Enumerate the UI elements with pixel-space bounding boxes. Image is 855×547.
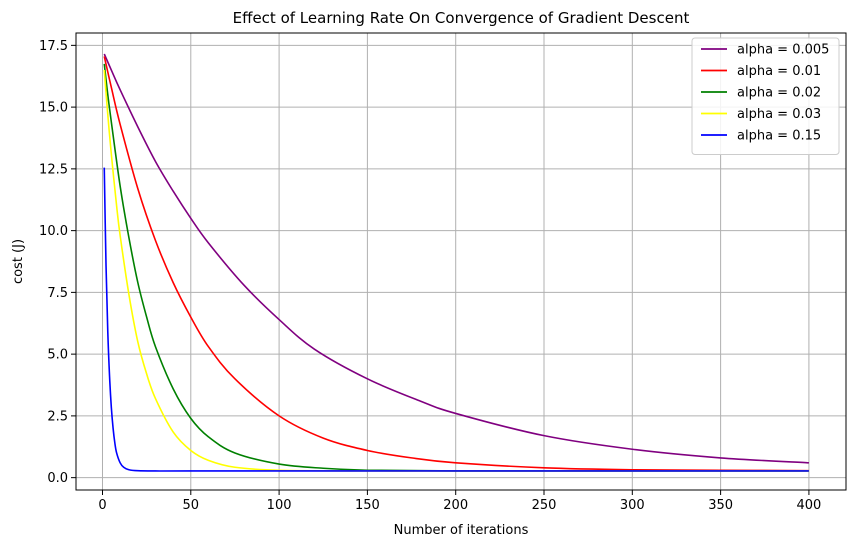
y-tick-label: 7.5 <box>47 286 68 301</box>
legend-label: alpha = 0.005 <box>737 43 829 58</box>
x-tick-label: 150 <box>355 498 380 513</box>
series-line-0 <box>103 53 809 464</box>
y-axis-label: cost (J) <box>11 239 26 284</box>
legend-label: alpha = 0.15 <box>737 129 821 144</box>
x-tick-label: 200 <box>443 498 468 513</box>
axis-ticks: 0 50 100 150 200 250 300 350 400 0.0 2.5 5.0 7.5 10.0… <box>39 39 821 513</box>
series-line-4 <box>103 167 809 472</box>
plot-frame <box>75 32 847 491</box>
y-tick-label: 0.0 <box>47 471 68 486</box>
y-tick-label: 5.0 <box>47 348 68 363</box>
y-tick-label: 10.0 <box>39 224 68 239</box>
series-lines <box>103 53 809 472</box>
y-tick-label: 12.5 <box>39 162 68 177</box>
legend-label: alpha = 0.01 <box>737 64 821 79</box>
x-tick-label: 300 <box>620 498 645 513</box>
x-tick-label: 250 <box>532 498 557 513</box>
series-line-1 <box>103 56 809 472</box>
y-tick-label: 15.0 <box>39 101 68 116</box>
chart-title: Effect of Learning Rate On Convergence o… <box>233 9 690 27</box>
y-tick-label: 2.5 <box>47 409 68 424</box>
x-tick-label: 400 <box>796 498 821 513</box>
legend-label: alpha = 0.02 <box>737 86 821 101</box>
x-tick-label: 100 <box>267 498 292 513</box>
legend-label: alpha = 0.03 <box>737 107 821 122</box>
legend-box <box>691 37 840 155</box>
legend: alpha = 0.005 alpha = 0.01 alpha = 0.02 alp… <box>691 37 840 155</box>
x-tick-label: 0 <box>98 498 106 513</box>
x-axis-label: Number of iterations <box>394 523 529 538</box>
x-tick-label: 50 <box>183 498 200 513</box>
y-tick-label: 17.5 <box>39 39 68 54</box>
grid <box>76 33 846 490</box>
x-tick-label: 350 <box>708 498 733 513</box>
